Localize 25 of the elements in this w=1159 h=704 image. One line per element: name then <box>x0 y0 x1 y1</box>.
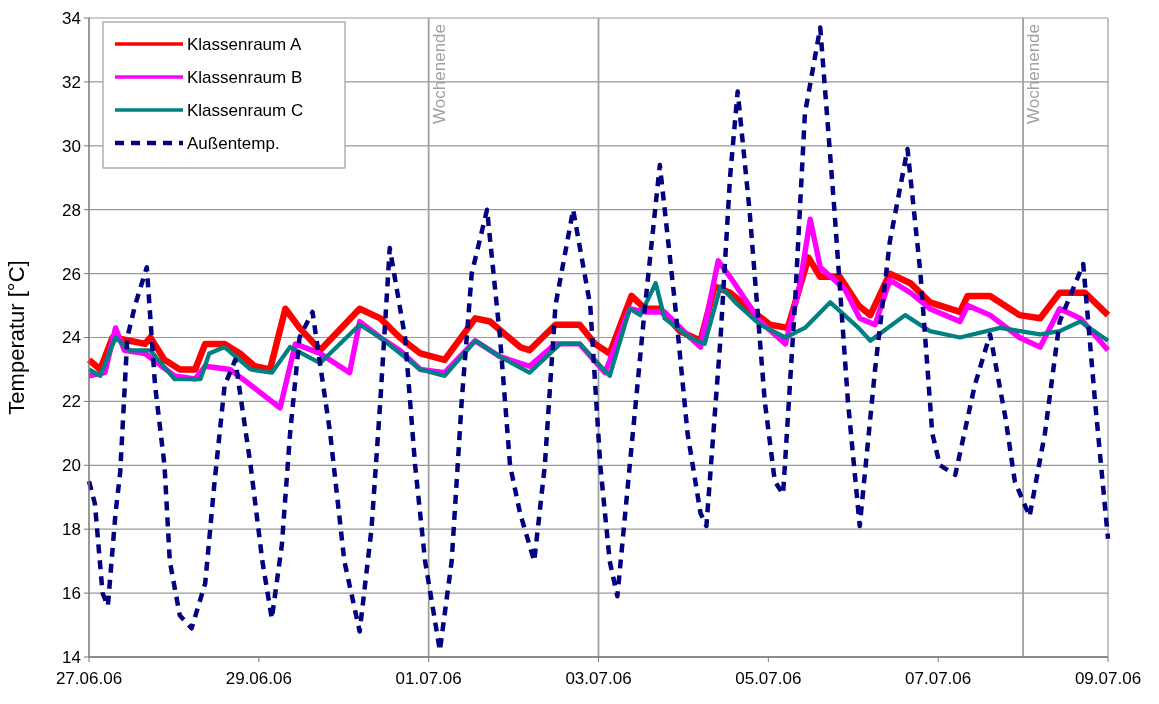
ref-line-label: Wochenende <box>429 24 449 124</box>
y-tick-label: 22 <box>62 392 81 412</box>
y-tick-label: 32 <box>62 72 81 92</box>
y-tick-label: 16 <box>62 584 81 604</box>
y-tick-label: 34 <box>62 8 81 28</box>
y-tick-label: 20 <box>62 456 81 476</box>
x-tick-label: 29.06.06 <box>225 669 292 688</box>
y-tick-label: 24 <box>62 328 81 348</box>
y-tick-label: 26 <box>62 264 81 284</box>
legend-label: Klassenraum B <box>187 67 303 87</box>
ref-line-label: Wochenende <box>1024 24 1044 124</box>
y-tick-label: 28 <box>62 200 81 220</box>
legend-label: Außentemp. <box>187 133 280 153</box>
x-tick-label: 07.07.06 <box>905 669 972 688</box>
x-tick-label: 03.07.06 <box>565 669 632 688</box>
x-tick-label: 09.07.06 <box>1074 669 1142 688</box>
legend-label: Klassenraum C <box>187 100 304 120</box>
y-axis-title: Temperatur [°C] <box>4 260 29 415</box>
y-tick-label: 30 <box>62 136 81 156</box>
y-tick-label: 18 <box>62 520 81 540</box>
y-tick-label: 14 <box>62 647 81 667</box>
x-tick-label: 01.07.06 <box>395 669 462 688</box>
legend-label: Klassenraum A <box>187 34 302 54</box>
x-tick-label: 27.06.06 <box>55 669 123 688</box>
x-tick-label: 05.07.06 <box>735 669 802 688</box>
